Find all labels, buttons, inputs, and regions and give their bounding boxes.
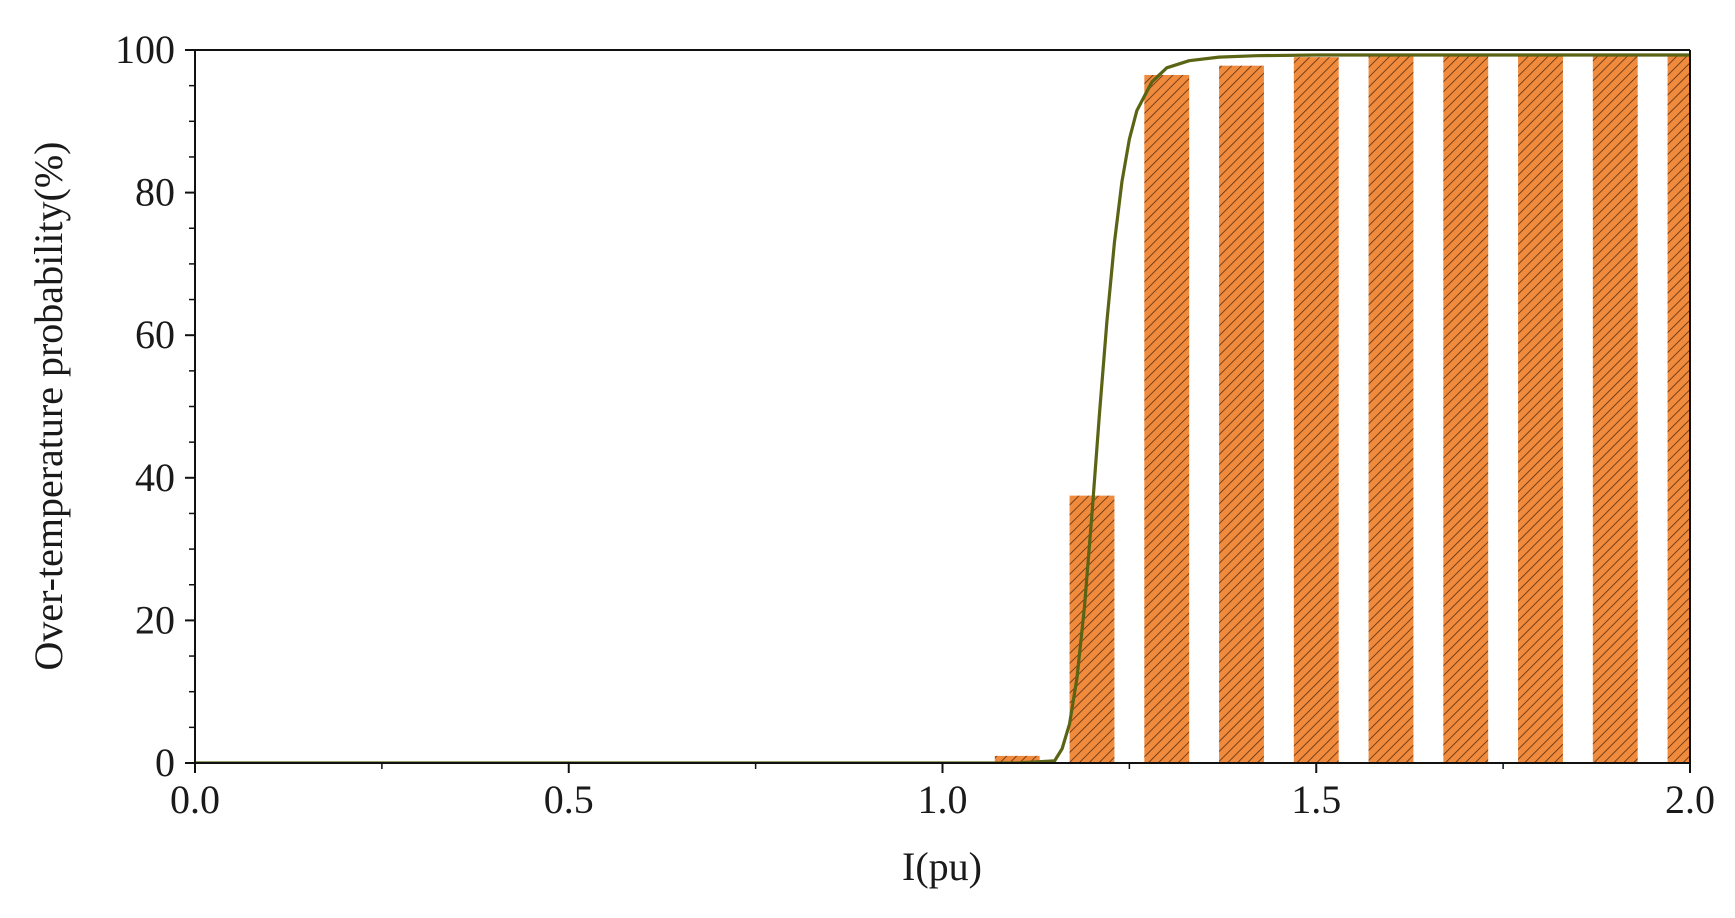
bar-6 — [1443, 53, 1489, 763]
bar-3 — [1219, 65, 1264, 763]
y-tick-label: 0 — [155, 740, 175, 785]
x-tick-label: 1.5 — [1291, 777, 1341, 822]
bar-9 — [1667, 53, 1690, 763]
y-tick-label: 80 — [135, 170, 175, 215]
bar-8 — [1592, 53, 1638, 763]
x-tick-label: 0.0 — [170, 777, 220, 822]
bar-2 — [1144, 74, 1190, 763]
y-tick-label: 60 — [135, 312, 175, 357]
x-tick-label: 1.0 — [918, 777, 968, 822]
bar-5 — [1368, 53, 1414, 763]
bar-1 — [1069, 495, 1115, 763]
x-axis-label: I(pu) — [902, 844, 982, 889]
bars-layer — [994, 53, 1690, 763]
y-tick-label: 100 — [115, 27, 175, 72]
y-tick-label: 40 — [135, 455, 175, 500]
x-tick-label: 2.0 — [1665, 777, 1715, 822]
curve-layer — [195, 53, 1690, 763]
y-tick-label: 20 — [135, 597, 175, 642]
x-tick-label: 0.5 — [544, 777, 594, 822]
bar-4 — [1293, 57, 1339, 763]
axes-layer: 0.0 0.5 1.0 1.5 2.0 0 20 40 60 80 100 — [115, 27, 1715, 822]
y-axis-label: Over-temperature probability(%) — [26, 142, 71, 671]
bar-7 — [1518, 53, 1563, 763]
bar-0 — [994, 755, 1040, 763]
fit-curve-line — [195, 53, 1690, 763]
